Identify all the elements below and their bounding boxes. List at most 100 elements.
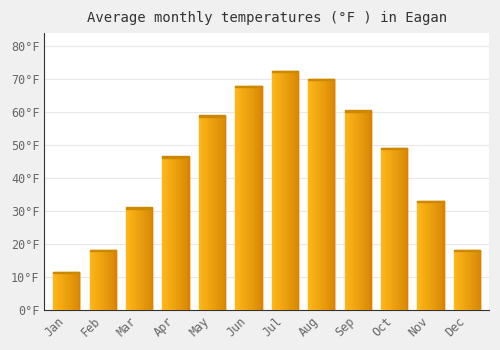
Bar: [402, 148, 403, 310]
Bar: [100, 251, 101, 310]
Bar: [441, 201, 442, 310]
Bar: [202, 116, 203, 310]
Bar: [280, 71, 281, 310]
Bar: [126, 208, 127, 310]
Bar: [94, 251, 95, 310]
Bar: [224, 116, 225, 310]
Bar: [77, 272, 78, 310]
Bar: [381, 148, 382, 310]
Bar: [258, 86, 259, 310]
Bar: [246, 86, 248, 310]
Bar: [172, 157, 173, 310]
Bar: [461, 251, 462, 310]
Bar: [317, 79, 318, 310]
Bar: [242, 86, 243, 310]
Bar: [253, 86, 254, 310]
Bar: [115, 251, 116, 310]
Bar: [219, 116, 220, 310]
Bar: [442, 201, 443, 310]
Bar: [107, 251, 108, 310]
Bar: [93, 251, 94, 310]
Bar: [308, 79, 309, 310]
Bar: [309, 79, 310, 310]
Bar: [362, 111, 363, 310]
Bar: [70, 272, 72, 310]
Bar: [318, 79, 320, 310]
Bar: [296, 71, 297, 310]
Bar: [422, 201, 424, 310]
Bar: [251, 86, 252, 310]
Bar: [279, 71, 280, 310]
Bar: [213, 116, 214, 310]
Bar: [430, 201, 432, 310]
Bar: [173, 157, 174, 310]
Bar: [101, 251, 102, 310]
Bar: [239, 86, 240, 310]
Bar: [95, 251, 96, 310]
Bar: [178, 157, 179, 310]
Bar: [403, 148, 404, 310]
Bar: [476, 251, 478, 310]
Bar: [205, 116, 206, 310]
Bar: [401, 148, 402, 310]
Bar: [250, 86, 251, 310]
Bar: [325, 79, 326, 310]
Bar: [329, 79, 330, 310]
Bar: [354, 111, 355, 310]
Bar: [166, 157, 167, 310]
Bar: [460, 251, 461, 310]
Bar: [312, 79, 314, 310]
Bar: [248, 86, 250, 310]
Bar: [142, 208, 144, 310]
Bar: [419, 201, 420, 310]
Bar: [236, 86, 237, 310]
Bar: [55, 272, 56, 310]
Bar: [207, 116, 208, 310]
Bar: [434, 201, 435, 310]
Bar: [472, 251, 473, 310]
Bar: [421, 201, 422, 310]
Bar: [245, 86, 246, 310]
Bar: [308, 79, 334, 80]
Bar: [236, 85, 262, 87]
Bar: [363, 111, 364, 310]
Bar: [64, 272, 66, 310]
Bar: [326, 79, 328, 310]
Bar: [140, 208, 141, 310]
Bar: [54, 272, 55, 310]
Bar: [292, 71, 293, 310]
Bar: [187, 157, 188, 310]
Bar: [382, 148, 383, 310]
Bar: [146, 208, 147, 310]
Bar: [314, 79, 315, 310]
Bar: [361, 111, 362, 310]
Bar: [53, 272, 80, 273]
Bar: [240, 86, 242, 310]
Bar: [392, 148, 394, 310]
Bar: [98, 251, 100, 310]
Bar: [443, 201, 444, 310]
Bar: [351, 111, 352, 310]
Bar: [276, 71, 277, 310]
Title: Average monthly temperatures (°F ) in Eagan: Average monthly temperatures (°F ) in Ea…: [86, 11, 446, 25]
Bar: [458, 251, 459, 310]
Bar: [357, 111, 358, 310]
Bar: [110, 251, 112, 310]
Bar: [113, 251, 114, 310]
Bar: [162, 156, 188, 158]
Bar: [398, 148, 400, 310]
Bar: [440, 201, 441, 310]
Bar: [464, 251, 466, 310]
Bar: [90, 251, 92, 310]
Bar: [162, 157, 164, 310]
Bar: [135, 208, 136, 310]
Bar: [150, 208, 152, 310]
Bar: [364, 111, 366, 310]
Bar: [438, 201, 440, 310]
Bar: [456, 251, 458, 310]
Bar: [455, 251, 456, 310]
Bar: [284, 71, 285, 310]
Bar: [222, 116, 224, 310]
Bar: [128, 208, 130, 310]
Bar: [76, 272, 77, 310]
